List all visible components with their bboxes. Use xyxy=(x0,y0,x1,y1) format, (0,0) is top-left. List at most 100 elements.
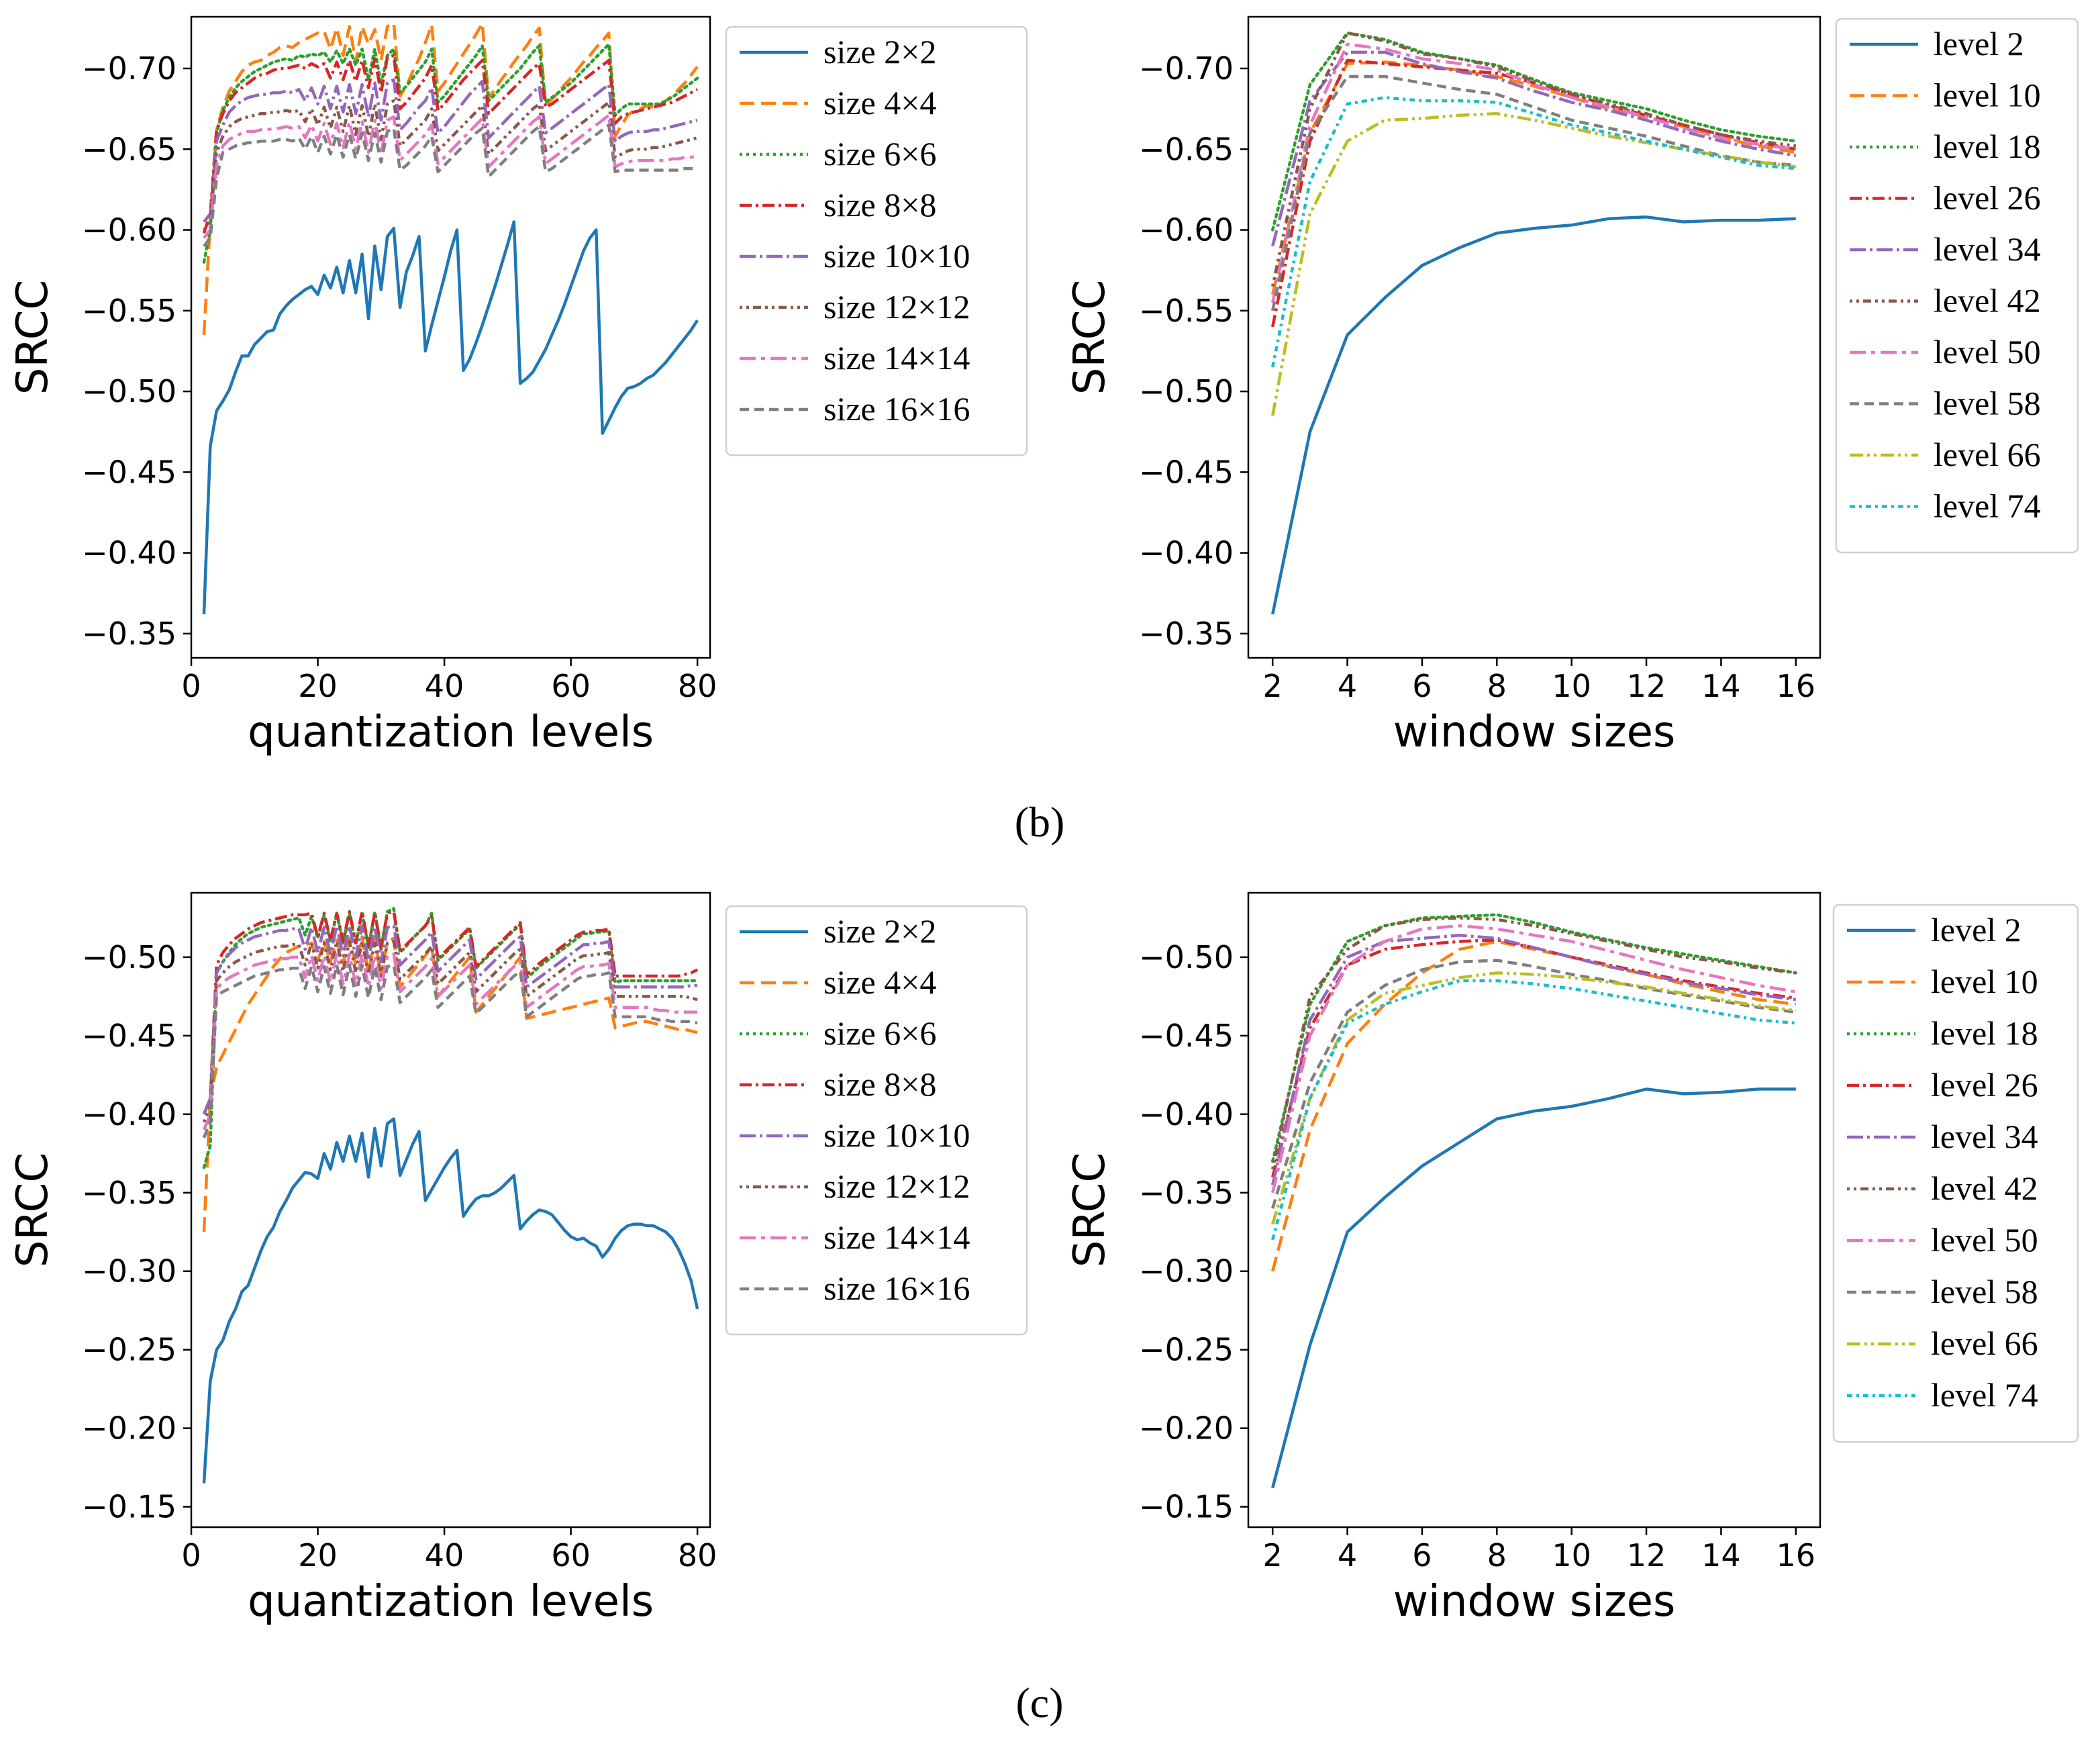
series-line-size-8-8 xyxy=(202,910,699,1115)
y-tick-label: −0.45 xyxy=(1139,1018,1234,1054)
legend-label: size 12×12 xyxy=(823,288,970,326)
series-line-size-10-10 xyxy=(203,78,698,223)
y-axis-label: SRCC xyxy=(8,280,58,395)
y-tick-label: −0.20 xyxy=(82,1410,177,1447)
x-tick-label: 14 xyxy=(1701,1537,1741,1573)
legend-label: level 50 xyxy=(1931,1221,2038,1259)
series-line-level-58 xyxy=(1271,959,1797,1209)
legend-box xyxy=(1832,904,2079,1443)
x-tick-label: 60 xyxy=(551,668,591,704)
series-line-size-12-12 xyxy=(203,99,698,231)
x-axis-label: quantization levels xyxy=(248,708,654,757)
y-tick-label: −0.55 xyxy=(82,293,177,329)
y-tick-label: −0.30 xyxy=(82,1253,177,1290)
legend-label: level 10 xyxy=(1931,963,2038,1000)
legend-label: size 8×8 xyxy=(823,186,936,224)
x-tick-label: 40 xyxy=(425,1537,464,1573)
x-tick-label: 40 xyxy=(425,668,464,704)
legend-label: level 42 xyxy=(1931,1169,2038,1207)
series-line-level-50 xyxy=(1271,924,1797,1194)
plot-frame xyxy=(1247,891,1821,1529)
y-tick-label: −0.35 xyxy=(1139,616,1234,652)
x-tick-label: 2 xyxy=(1263,1537,1283,1573)
y-tick-label: −0.20 xyxy=(1139,1410,1234,1447)
legend-label: level 18 xyxy=(1931,1014,2038,1052)
y-tick-label: −0.45 xyxy=(82,1018,177,1054)
legend-label: size 4×4 xyxy=(823,963,936,1001)
y-tick-label: −0.35 xyxy=(82,616,177,652)
y-tick-label: −0.65 xyxy=(82,131,177,167)
x-tick-label: 12 xyxy=(1627,668,1666,704)
legend-label: size 12×12 xyxy=(823,1167,970,1205)
y-tick-label: −0.50 xyxy=(82,939,177,975)
legend-label: level 66 xyxy=(1931,1324,2038,1362)
y-tick-label: −0.45 xyxy=(82,454,177,490)
legend-label: size 6×6 xyxy=(823,135,936,173)
series-line-size-4-4 xyxy=(202,935,698,1232)
series-line-size-14-14 xyxy=(202,952,698,1131)
series-line-level-10 xyxy=(1271,940,1797,1272)
legend-label: size 14×14 xyxy=(823,339,970,377)
legend-label: level 58 xyxy=(1931,1273,2038,1310)
series-line-size-4-4 xyxy=(202,21,699,336)
x-tick-label: 6 xyxy=(1412,668,1432,704)
legend-label: level 34 xyxy=(1931,1118,2038,1155)
x-tick-label: 8 xyxy=(1487,1537,1507,1573)
series-line-level-2 xyxy=(1270,215,1796,615)
series-line-size-8-8 xyxy=(202,54,699,234)
y-tick-label: −0.70 xyxy=(82,50,177,87)
x-axis-label: window sizes xyxy=(1393,1577,1676,1627)
series-line-size-12-12 xyxy=(202,940,698,1123)
y-tick-label: −0.35 xyxy=(82,1175,177,1211)
chart-b-right-window-sizes: 2 4 6 8 10 12 14 16 −0.35 −0.40 −0.45 −0.50 −0.55 −0.… xyxy=(1065,15,2079,757)
chart-b-left-quantization-levels: 0 20 40 60 80 −0.35 −0.40 −0.45 −0.50 −0.55 −0.60 −… xyxy=(8,15,1028,757)
x-axis-label: quantization levels xyxy=(248,1577,654,1627)
y-tick-label: −0.50 xyxy=(82,373,177,409)
legend-box xyxy=(725,905,1028,1336)
series-line-size-2-2 xyxy=(202,220,699,615)
x-tick-label: 16 xyxy=(1777,1537,1816,1573)
series-line-level-42 xyxy=(1270,31,1797,287)
x-axis-label: window sizes xyxy=(1393,708,1676,757)
series-line-level-34 xyxy=(1271,933,1797,1185)
y-tick-label: −0.45 xyxy=(1139,454,1234,490)
y-tick-label: −0.40 xyxy=(1139,1096,1234,1132)
legend-label: level 42 xyxy=(1934,282,2041,320)
legend-label: level 2 xyxy=(1934,25,2024,62)
legend-box xyxy=(1835,17,2079,554)
y-tick-label: −0.60 xyxy=(82,212,177,248)
y-tick-label: −0.65 xyxy=(1139,131,1234,167)
x-tick-label: 80 xyxy=(678,1537,717,1573)
y-tick-label: −0.35 xyxy=(1139,1175,1234,1211)
legend-label: size 4×4 xyxy=(823,84,936,122)
series-line-level-10 xyxy=(1271,60,1797,295)
y-tick-label: −0.50 xyxy=(1139,939,1234,975)
series-line-level-74 xyxy=(1271,979,1796,1241)
x-tick-label: 2 xyxy=(1263,668,1283,704)
legend-label: level 58 xyxy=(1934,385,2041,422)
series-line-level-66 xyxy=(1271,971,1797,1225)
y-tick-label: −0.15 xyxy=(1139,1489,1234,1525)
x-tick-label: 16 xyxy=(1777,668,1816,704)
y-tick-label: −0.40 xyxy=(82,535,177,571)
x-tick-label: 8 xyxy=(1487,668,1507,704)
series-line-level-26 xyxy=(1270,58,1797,328)
plot-frame xyxy=(190,891,711,1529)
x-tick-label: 12 xyxy=(1627,1537,1666,1573)
y-axis-label: SRCC xyxy=(8,1153,58,1267)
legend-label: level 34 xyxy=(1934,230,2041,268)
x-tick-label: 80 xyxy=(678,668,717,704)
y-tick-label: −0.50 xyxy=(1139,373,1234,409)
panel-label-c: (c) xyxy=(1015,1679,1064,1727)
legend-label: size 14×14 xyxy=(823,1218,970,1256)
chart-c-left-quantization-levels: 0 20 40 60 80 −0.15 −0.20 −0.25 −0.30 −0.35 −0.40 −… xyxy=(8,891,1028,1627)
plot-frame xyxy=(1247,15,1821,659)
series-line-level-18 xyxy=(1270,31,1798,232)
y-tick-label: −0.30 xyxy=(1139,1253,1234,1290)
x-tick-label: 20 xyxy=(298,1537,338,1573)
legend-label: size 16×16 xyxy=(823,390,970,428)
legend-label: level 18 xyxy=(1934,128,2041,165)
legend-label: size 10×10 xyxy=(823,237,970,275)
x-tick-label: 6 xyxy=(1412,1537,1432,1573)
x-tick-label: 14 xyxy=(1701,668,1741,704)
